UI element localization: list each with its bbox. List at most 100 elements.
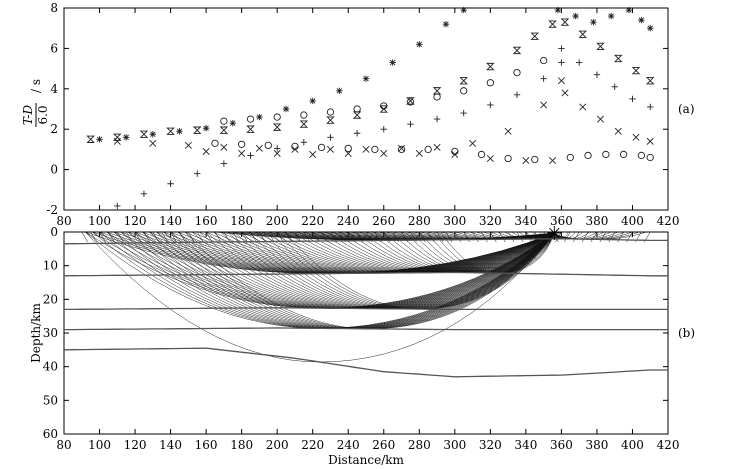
data-point xyxy=(273,149,281,157)
ray-path xyxy=(454,232,462,243)
x-tick-label: 240 xyxy=(337,438,360,452)
x-tick-label: 240 xyxy=(337,214,360,228)
data-point xyxy=(326,116,335,124)
x-tick-label: 200 xyxy=(266,438,289,452)
ray-path xyxy=(117,232,124,243)
interface-2 xyxy=(64,307,668,311)
data-point xyxy=(512,46,522,55)
x-tick-label: 420 xyxy=(657,438,680,452)
data-point xyxy=(362,75,370,82)
data-point xyxy=(299,120,309,128)
ray-path xyxy=(572,232,580,243)
interface-3 xyxy=(64,327,668,331)
data-point xyxy=(149,139,157,147)
data-point xyxy=(389,59,396,66)
data-point xyxy=(406,97,415,105)
data-point xyxy=(291,142,299,151)
data-point xyxy=(647,25,654,32)
data-point xyxy=(371,145,379,154)
data-point xyxy=(194,170,201,177)
data-point xyxy=(531,155,539,164)
data-point xyxy=(469,139,477,147)
data-point xyxy=(166,127,175,135)
y-tick-label: 10 xyxy=(43,259,58,273)
data-point xyxy=(309,97,316,105)
data-point xyxy=(433,115,441,123)
x-tick-label: 220 xyxy=(301,438,324,452)
x-tick-label: 400 xyxy=(621,214,644,228)
ray-path xyxy=(241,232,248,243)
data-point xyxy=(317,143,326,152)
ray-path xyxy=(276,232,284,243)
data-point xyxy=(572,12,579,20)
data-point xyxy=(566,153,574,162)
ray-path xyxy=(445,232,453,243)
panel-tag-a: (a) xyxy=(678,102,695,116)
data-point xyxy=(406,98,415,106)
ray-path xyxy=(188,232,195,243)
data-point xyxy=(122,134,130,141)
x-tick-label: 220 xyxy=(301,214,324,228)
series-1 xyxy=(86,20,557,143)
data-point xyxy=(486,79,495,87)
x-tick-label: 420 xyxy=(657,214,680,228)
x-tick-label: 320 xyxy=(479,438,502,452)
y-tick-label: 40 xyxy=(43,360,58,374)
data-point xyxy=(530,32,540,40)
data-point xyxy=(220,117,228,125)
data-point xyxy=(433,93,441,101)
ray-path xyxy=(268,232,275,243)
x-tick-label: 280 xyxy=(408,438,431,452)
data-point xyxy=(113,133,122,141)
data-point xyxy=(646,137,654,145)
ray-path xyxy=(250,232,257,243)
data-point xyxy=(255,144,263,152)
ray-path xyxy=(564,232,571,243)
data-point xyxy=(460,6,467,14)
data-point xyxy=(114,202,121,210)
data-point xyxy=(560,18,570,26)
data-point xyxy=(424,145,432,154)
ray-path xyxy=(179,232,186,243)
ray-path xyxy=(499,232,506,243)
ray-path xyxy=(303,232,311,243)
x-tick-label: 260 xyxy=(372,438,395,452)
x-tick-label: 100 xyxy=(88,438,111,452)
ray-path xyxy=(259,232,266,243)
x-tick-label: 360 xyxy=(550,438,573,452)
data-point xyxy=(264,141,272,150)
ray-path xyxy=(285,232,293,243)
ray-path xyxy=(599,232,607,243)
data-point xyxy=(415,149,423,157)
data-point xyxy=(513,91,521,99)
x-tick-label: 160 xyxy=(195,438,218,452)
data-point xyxy=(327,134,334,141)
data-point xyxy=(619,150,628,159)
ray-path xyxy=(152,232,160,243)
ray-path xyxy=(197,232,204,243)
data-point xyxy=(539,56,548,65)
y-axis-title-numerator: T-D xyxy=(21,105,35,126)
x-tick-label: 160 xyxy=(195,214,218,228)
interface-1 xyxy=(64,271,668,277)
data-point xyxy=(579,103,587,111)
data-point xyxy=(246,125,255,133)
y-tick-label: 4 xyxy=(50,82,58,96)
data-point xyxy=(593,71,601,78)
data-point xyxy=(352,111,362,119)
data-point xyxy=(353,105,361,113)
x-axis-title: Distance/km xyxy=(328,453,404,467)
data-point xyxy=(237,140,246,149)
series-7 xyxy=(554,6,654,32)
data-point xyxy=(596,42,605,51)
data-point xyxy=(326,145,334,153)
data-point xyxy=(540,75,547,82)
x-tick-label: 340 xyxy=(514,438,537,452)
ray-path xyxy=(170,232,177,243)
y-axis-title-unit: / s xyxy=(29,79,43,93)
ray-path xyxy=(81,232,88,243)
ray-path xyxy=(516,232,524,243)
interface-4 xyxy=(64,347,668,378)
data-point xyxy=(596,115,605,123)
